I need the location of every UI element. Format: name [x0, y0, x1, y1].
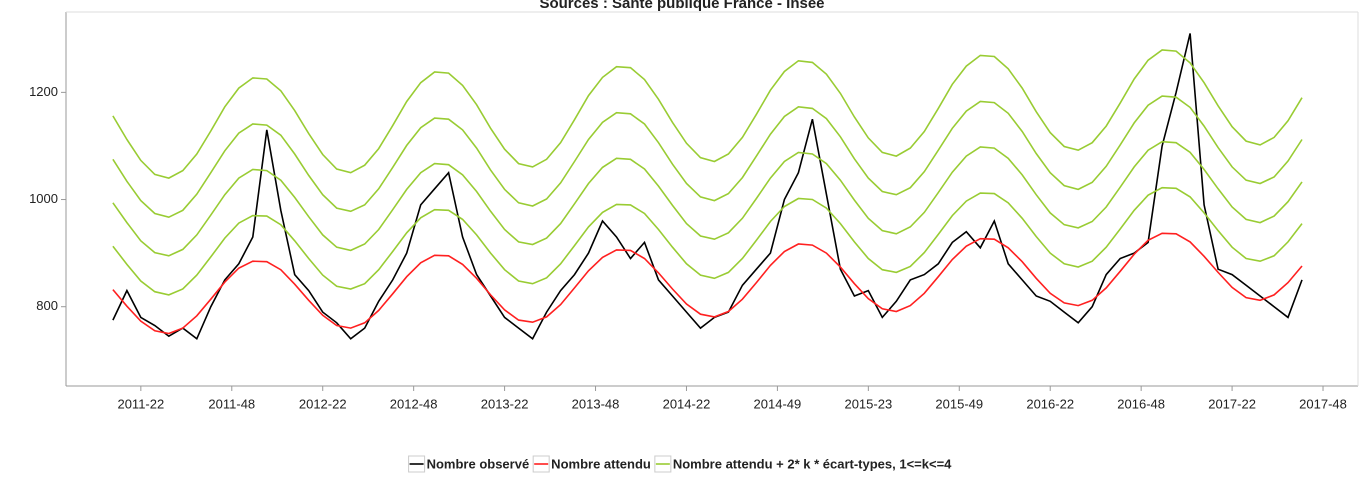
- x-tick-label: 2014-49: [754, 396, 802, 411]
- series-line: [112, 232, 1303, 335]
- legend: Nombre observé Nombre attendu Nombre atten…: [408, 455, 952, 473]
- series-line: [112, 49, 1303, 179]
- y-tick-label: 1000: [29, 191, 58, 206]
- chart-title: Sources : Santé publique France - Insee: [539, 0, 824, 12]
- x-tick-label: 2016-48: [1117, 396, 1165, 411]
- x-tick-label: 2012-22: [299, 396, 347, 411]
- x-tick-label: 2017-22: [1208, 396, 1256, 411]
- x-tick-label: 2013-48: [572, 396, 620, 411]
- series-line: [112, 95, 1303, 219]
- legend-label: Nombre attendu + 2* k * écart-types, 1<=…: [673, 456, 952, 471]
- x-tick-label: 2012-48: [390, 396, 438, 411]
- y-tick-label: 1200: [29, 84, 58, 99]
- x-tick-label: 2015-49: [935, 396, 983, 411]
- x-tick-label: 2017-48: [1299, 396, 1347, 411]
- x-tick-label: 2015-23: [844, 396, 892, 411]
- x-tick-label: 2016-22: [1026, 396, 1074, 411]
- y-tick-label: 800: [36, 298, 58, 313]
- x-tick-label: 2014-22: [663, 396, 711, 411]
- series-line: [112, 33, 1303, 341]
- legend-label: Nombre observé: [427, 456, 530, 471]
- series-line: [112, 140, 1303, 257]
- x-tick-label: 2011-22: [117, 396, 164, 411]
- x-tick-label: 2011-48: [208, 396, 255, 411]
- series-line: [112, 186, 1303, 296]
- legend-label: Nombre attendu: [551, 456, 651, 471]
- x-tick-label: 2013-22: [481, 396, 529, 411]
